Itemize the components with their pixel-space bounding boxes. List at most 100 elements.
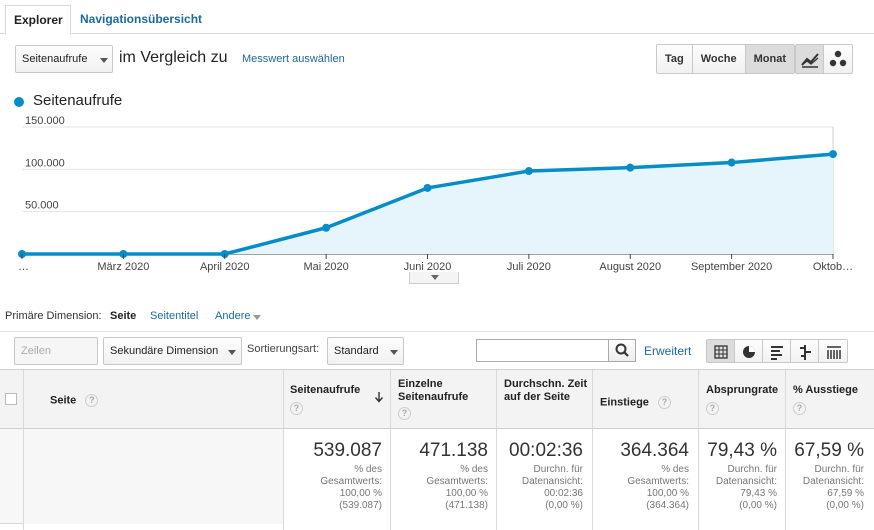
total-sub: Gesamtwerts: <box>627 476 689 487</box>
period-week-button[interactable]: Woche <box>692 45 746 73</box>
total-sub: Durchn. für <box>814 464 864 475</box>
total-pageviews: 539.087 % des Gesamtwerts: 100,00 % (539… <box>284 440 382 512</box>
x-tick-label: August 2020 <box>599 261 661 273</box>
dimension-page[interactable]: Seite <box>110 310 137 322</box>
total-sub: (364.364) <box>646 500 689 511</box>
x-tick-label: … <box>18 261 29 273</box>
column-divider <box>785 370 786 530</box>
help-icon[interactable]: ? <box>793 402 806 415</box>
total-sub: 00:02:36 <box>544 488 583 499</box>
header-entrances-label: Einstiege <box>600 396 649 409</box>
total-sub: 100,00 % <box>646 488 689 499</box>
total-sub: % des <box>354 464 382 475</box>
sort-select[interactable]: Standard <box>327 337 404 365</box>
total-sub: (471.138) <box>445 500 488 511</box>
metric-select-value: Seitenaufrufe <box>22 53 88 65</box>
metric-select[interactable]: Seitenaufrufe <box>15 45 113 73</box>
sort-value: Standard <box>334 345 379 357</box>
choose-metric-link[interactable]: Messwert auswählen <box>242 53 345 65</box>
total-sub: (0,00 %) <box>826 500 864 511</box>
header-avg-time-label: Durchschn. Zeit auf der Seite <box>504 378 588 403</box>
help-icon[interactable]: ? <box>290 402 303 415</box>
y-tick-label: 100.000 <box>25 157 65 169</box>
column-divider <box>592 370 593 530</box>
header-pageviews[interactable]: Seitenaufrufe ? <box>290 384 386 415</box>
data-point <box>727 158 736 167</box>
total-value: 00:02:36 <box>509 440 583 461</box>
line-chart-icon[interactable] <box>796 45 824 73</box>
header-bounce-rate[interactable]: Absprungrate ? <box>706 384 778 415</box>
primary-dimension-label: Primäre Dimension: <box>5 310 102 322</box>
header-avg-time[interactable]: Durchschn. Zeit auf der Seite <box>504 378 590 404</box>
pivot-view-icon[interactable] <box>819 340 847 362</box>
total-sub: Datenansicht: <box>802 476 864 487</box>
tab-navigation-summary[interactable]: Navigationsübersicht <box>80 12 203 26</box>
legend-label: Seitenaufrufe <box>33 92 123 109</box>
header-exit-percent[interactable]: % Ausstiege ? <box>793 384 858 415</box>
total-bounce-rate: 79,43 % Durchn. für Datenansicht: 79,43 … <box>699 440 777 512</box>
advanced-filter-link[interactable]: Erweitert <box>644 344 692 358</box>
help-icon[interactable]: ? <box>657 396 671 409</box>
secondary-dimension-select[interactable]: Sekundäre Dimension <box>103 337 242 365</box>
total-sub: Datenansicht: <box>715 476 777 487</box>
dimension-other[interactable]: Andere <box>215 310 261 322</box>
motion-chart-icon[interactable] <box>824 45 852 73</box>
tab-explorer[interactable]: Explorer <box>5 5 71 35</box>
chart-collapse-handle[interactable] <box>409 272 459 284</box>
secondary-dimension-label: Sekundäre Dimension <box>110 345 219 357</box>
x-tick-label: Juli 2020 <box>507 261 551 273</box>
x-tick-label: September 2020 <box>691 261 772 273</box>
chevron-down-icon <box>253 315 261 320</box>
header-unique-pageviews[interactable]: Einzelne Seitenaufrufe ? <box>398 378 488 420</box>
header-page[interactable]: Seite ? <box>50 394 99 407</box>
column-divider <box>283 370 284 530</box>
table-totals-empty <box>24 429 283 524</box>
total-sub: 100,00 % <box>445 488 488 499</box>
period-month-button[interactable]: Monat <box>745 45 794 73</box>
help-icon[interactable]: ? <box>85 394 99 407</box>
chevron-down-icon <box>100 58 108 63</box>
x-tick-label: Juni 2020 <box>404 261 452 273</box>
header-entrances[interactable]: Einstiege ? <box>600 396 671 409</box>
compare-text: im Vergleich zu <box>119 49 228 66</box>
show-rows-button[interactable]: Zeilen darstellen <box>14 337 98 383</box>
x-tick-label: Oktob… <box>813 261 853 273</box>
help-icon[interactable]: ? <box>398 407 411 420</box>
total-value: 79,43 % <box>707 440 777 461</box>
pie-view-icon[interactable] <box>735 340 763 362</box>
period-button-group: Tag Woche Monat <box>656 44 795 74</box>
x-tick-label: Mai 2020 <box>303 261 348 273</box>
total-value: 67,59 % <box>794 440 864 461</box>
chevron-down-icon <box>390 350 398 355</box>
table-view-group <box>706 339 848 363</box>
table-view-icon[interactable] <box>707 340 735 362</box>
table-search-input[interactable] <box>476 339 608 362</box>
line-chart: 150.000 100.000 50.000 … März 2020 April 2020… <box>18 115 853 273</box>
total-sub: (539.087) <box>339 500 382 511</box>
select-all-checkbox[interactable] <box>5 393 17 405</box>
help-icon[interactable]: ? <box>706 402 719 415</box>
header-unique-pageviews-label: Einzelne Seitenaufrufe <box>398 378 469 403</box>
search-button[interactable] <box>608 339 636 362</box>
total-sub: 67,59 % <box>827 488 864 499</box>
total-sub: (0,00 %) <box>739 500 777 511</box>
total-sub: Gesamtwerts: <box>320 476 382 487</box>
chevron-down-icon <box>431 275 439 280</box>
total-sub: % des <box>661 464 689 475</box>
dimension-page-title[interactable]: Seitentitel <box>150 310 199 322</box>
table-totals-values <box>283 429 874 524</box>
table-header-row <box>0 370 874 429</box>
total-value: 471.138 <box>419 440 488 461</box>
total-entrances: 364.364 % des Gesamtwerts: 100,00 % (364… <box>593 440 689 512</box>
legend-dot <box>14 97 24 107</box>
performance-view-icon[interactable] <box>763 340 791 362</box>
search-icon <box>615 343 629 357</box>
total-value: 539.087 <box>313 440 382 461</box>
period-day-button[interactable]: Tag <box>657 45 693 73</box>
total-sub: Durchn. für <box>533 464 583 475</box>
total-sub: % des <box>460 464 488 475</box>
data-point <box>524 167 533 176</box>
total-exit-percent: 67,59 % Durchn. für Datenansicht: 67,59 … <box>786 440 864 512</box>
comparison-view-icon[interactable] <box>791 340 819 362</box>
dimension-other-label: Andere <box>215 310 251 322</box>
